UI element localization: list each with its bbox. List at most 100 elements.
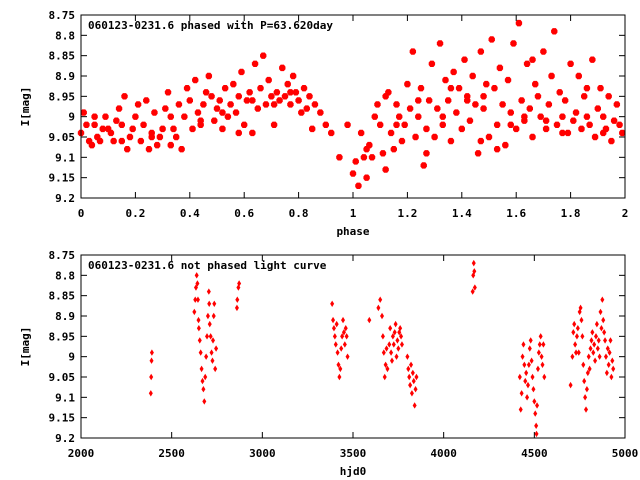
phased-data-point: [526, 105, 533, 112]
phased-data-point: [355, 182, 362, 189]
unphased-data-point: [342, 341, 347, 348]
phased-data-point: [80, 109, 87, 116]
unphased-data-point: [194, 272, 199, 279]
phased-data-point: [317, 109, 324, 116]
phased-data-point: [477, 137, 485, 145]
phased-data-point: [431, 133, 438, 141]
unphased-data-point: [606, 361, 611, 368]
phased-data-point: [371, 113, 378, 120]
phased-x-tick-label: 0.2: [125, 207, 145, 220]
phased-data-point: [591, 133, 599, 141]
unphased-data-point: [196, 316, 201, 324]
phased-data-point: [173, 133, 180, 141]
phased-data-point: [436, 40, 444, 47]
phased-data-point: [270, 121, 278, 128]
phased-data-point: [132, 113, 139, 120]
phased-data-point: [540, 48, 547, 55]
phased-data-point: [513, 125, 520, 133]
unphased-data-point: [535, 365, 540, 373]
unphased-data-point: [608, 337, 613, 344]
unphased-data-point: [213, 365, 218, 373]
phased-data-point: [608, 137, 615, 145]
unphased-data-point: [535, 402, 540, 409]
phased-data-point: [292, 89, 300, 96]
phased-data-point: [148, 133, 155, 141]
unphased-data-point: [412, 402, 417, 409]
phased-data-point: [221, 85, 229, 92]
unphased-data-point: [391, 341, 396, 348]
phased-data-point: [529, 56, 536, 63]
unphased-data-point: [203, 373, 208, 381]
phased-data-point: [442, 76, 449, 84]
phased-x-axis-label: phase: [336, 225, 369, 238]
unphased-data-point: [207, 300, 212, 307]
unphased-data-point: [572, 320, 577, 328]
phased-data-point: [600, 113, 607, 120]
phased-data-point: [502, 141, 509, 149]
unphased-y-tick-label: 9.2: [55, 432, 75, 445]
phased-data-point: [167, 113, 174, 120]
unphased-data-point: [334, 320, 339, 328]
unphased-chart-title: 060123-0231.6 not phased light curve: [88, 259, 327, 272]
unphased-data-point: [522, 361, 527, 368]
phased-data-point: [458, 125, 465, 133]
phased-y-tick-label: 9.1: [55, 151, 75, 164]
unphased-data-point: [209, 349, 214, 356]
unphased-data-point: [381, 349, 386, 356]
phased-data-point: [619, 129, 626, 137]
phased-data-point: [360, 154, 368, 161]
unphased-data-point: [408, 381, 413, 389]
unphased-y-tick-label: 8.85: [49, 290, 76, 303]
unphased-data-point: [396, 345, 401, 352]
unphased-data-point: [390, 333, 395, 340]
unphased-data-point: [207, 320, 212, 328]
unphased-data-point: [601, 316, 606, 324]
phased-data-point: [382, 166, 389, 173]
phased-data-point: [515, 19, 523, 27]
phased-data-point: [289, 72, 297, 80]
phased-data-point: [159, 125, 166, 133]
phased-data-point: [322, 121, 329, 128]
phased-data-point: [387, 129, 395, 137]
phased-data-point: [586, 121, 593, 128]
phased-data-point: [328, 129, 335, 137]
phased-data-point: [594, 105, 601, 112]
unphased-data-point: [192, 308, 197, 316]
unphased-data-point: [340, 333, 345, 340]
phased-data-point: [208, 93, 215, 100]
phased-data-point: [493, 121, 501, 128]
phased-data-point: [145, 146, 153, 153]
unphased-data-point: [586, 353, 591, 360]
phased-data-point: [447, 137, 455, 145]
unphased-data-point: [337, 373, 342, 381]
phased-data-point: [349, 170, 357, 177]
phased-data-point: [363, 146, 370, 153]
unphased-data-point: [534, 430, 539, 438]
phased-data-point: [162, 105, 169, 112]
phased-data-point: [232, 109, 240, 116]
unphased-data-point: [399, 341, 404, 348]
phased-data-point: [504, 76, 512, 84]
unphased-data-point: [331, 325, 336, 332]
phased-data-point: [270, 101, 278, 108]
unphased-data-point: [518, 406, 523, 413]
unphased-y-tick-label: 9.1: [55, 391, 75, 404]
phased-data-point: [493, 146, 501, 153]
phased-data-point: [532, 80, 539, 88]
unphased-data-point: [335, 349, 340, 356]
unphased-data-point: [409, 390, 414, 397]
phased-data-point: [453, 109, 460, 116]
phased-data-point: [439, 121, 446, 128]
phased-data-point: [110, 137, 117, 145]
phased-data-point: [423, 125, 430, 133]
unphased-data-point: [595, 345, 600, 352]
phased-x-tick-label: 0: [78, 207, 85, 220]
phased-data-point: [336, 154, 343, 161]
phased-data-point: [357, 129, 365, 137]
phased-data-point: [257, 85, 264, 92]
phased-data-point: [205, 72, 213, 80]
phased-data-point: [561, 97, 569, 104]
unphased-data-point: [206, 288, 211, 295]
phased-data-point: [589, 56, 596, 63]
phased-data-point: [186, 97, 193, 104]
